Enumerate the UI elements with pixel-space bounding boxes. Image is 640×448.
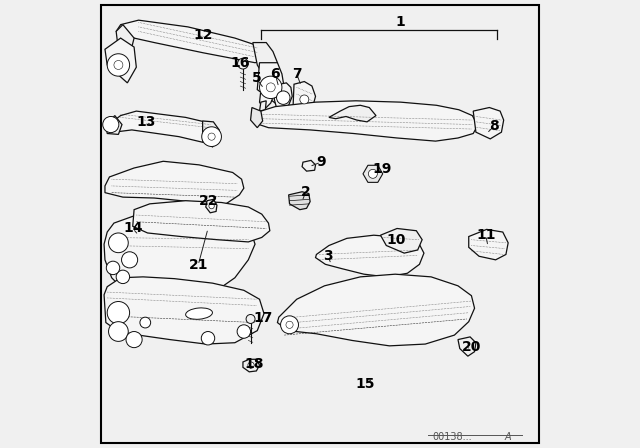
Polygon shape	[243, 359, 260, 372]
Polygon shape	[260, 85, 275, 110]
Text: 8: 8	[489, 119, 499, 134]
Circle shape	[114, 60, 123, 69]
Circle shape	[286, 321, 293, 328]
Ellipse shape	[186, 308, 212, 319]
Polygon shape	[380, 228, 422, 253]
Polygon shape	[293, 82, 316, 114]
Circle shape	[103, 116, 119, 133]
Polygon shape	[278, 274, 475, 346]
Circle shape	[266, 83, 275, 92]
Circle shape	[260, 76, 282, 99]
Circle shape	[300, 95, 309, 104]
Polygon shape	[105, 161, 244, 204]
Polygon shape	[260, 101, 266, 111]
Polygon shape	[458, 337, 476, 356]
Polygon shape	[329, 105, 376, 122]
Polygon shape	[105, 38, 136, 83]
Text: 7: 7	[292, 67, 301, 81]
Polygon shape	[302, 160, 316, 171]
Text: 1: 1	[396, 14, 406, 29]
Circle shape	[209, 203, 214, 209]
Polygon shape	[104, 210, 255, 299]
Polygon shape	[206, 199, 217, 213]
Polygon shape	[275, 83, 292, 111]
Circle shape	[126, 332, 142, 348]
Polygon shape	[289, 192, 310, 210]
Circle shape	[109, 233, 128, 253]
Polygon shape	[203, 121, 221, 147]
Polygon shape	[316, 235, 424, 277]
Circle shape	[122, 252, 138, 268]
Polygon shape	[252, 101, 477, 141]
Text: 3: 3	[323, 249, 333, 263]
Text: 19: 19	[372, 162, 392, 177]
Polygon shape	[116, 20, 269, 63]
Text: 18: 18	[244, 357, 264, 371]
Circle shape	[140, 317, 150, 328]
Text: 6: 6	[270, 67, 280, 81]
Text: 12: 12	[194, 28, 213, 42]
Text: 15: 15	[355, 377, 374, 392]
Circle shape	[116, 270, 130, 284]
Text: 11: 11	[476, 228, 495, 242]
Polygon shape	[116, 25, 134, 52]
Text: 16: 16	[230, 56, 250, 70]
Circle shape	[246, 314, 255, 323]
Circle shape	[276, 91, 290, 104]
Circle shape	[208, 133, 215, 140]
Polygon shape	[106, 116, 122, 134]
Polygon shape	[251, 108, 262, 128]
Text: 21: 21	[188, 258, 208, 272]
Circle shape	[201, 332, 215, 345]
Circle shape	[106, 261, 120, 275]
Polygon shape	[104, 277, 264, 344]
Text: 10: 10	[387, 233, 406, 247]
Text: 13: 13	[136, 115, 156, 129]
Text: 14: 14	[123, 221, 143, 236]
Polygon shape	[468, 229, 508, 260]
Text: 00138...: 00138...	[432, 432, 472, 442]
Polygon shape	[257, 63, 284, 103]
Polygon shape	[106, 111, 216, 142]
Polygon shape	[253, 43, 278, 76]
Circle shape	[202, 127, 221, 146]
Polygon shape	[473, 108, 504, 139]
Polygon shape	[132, 201, 270, 242]
Polygon shape	[363, 165, 383, 182]
Circle shape	[280, 316, 298, 334]
Text: A: A	[504, 432, 511, 442]
Text: 20: 20	[461, 340, 481, 354]
Text: 2: 2	[301, 185, 310, 199]
Circle shape	[108, 302, 130, 324]
Circle shape	[109, 322, 128, 341]
Circle shape	[237, 325, 251, 338]
Circle shape	[108, 54, 130, 76]
Text: 17: 17	[253, 311, 273, 325]
Circle shape	[248, 362, 254, 368]
Circle shape	[369, 169, 378, 178]
Text: 22: 22	[199, 194, 219, 208]
Circle shape	[237, 58, 248, 69]
Text: 5: 5	[252, 71, 261, 86]
Text: 9: 9	[316, 155, 326, 169]
